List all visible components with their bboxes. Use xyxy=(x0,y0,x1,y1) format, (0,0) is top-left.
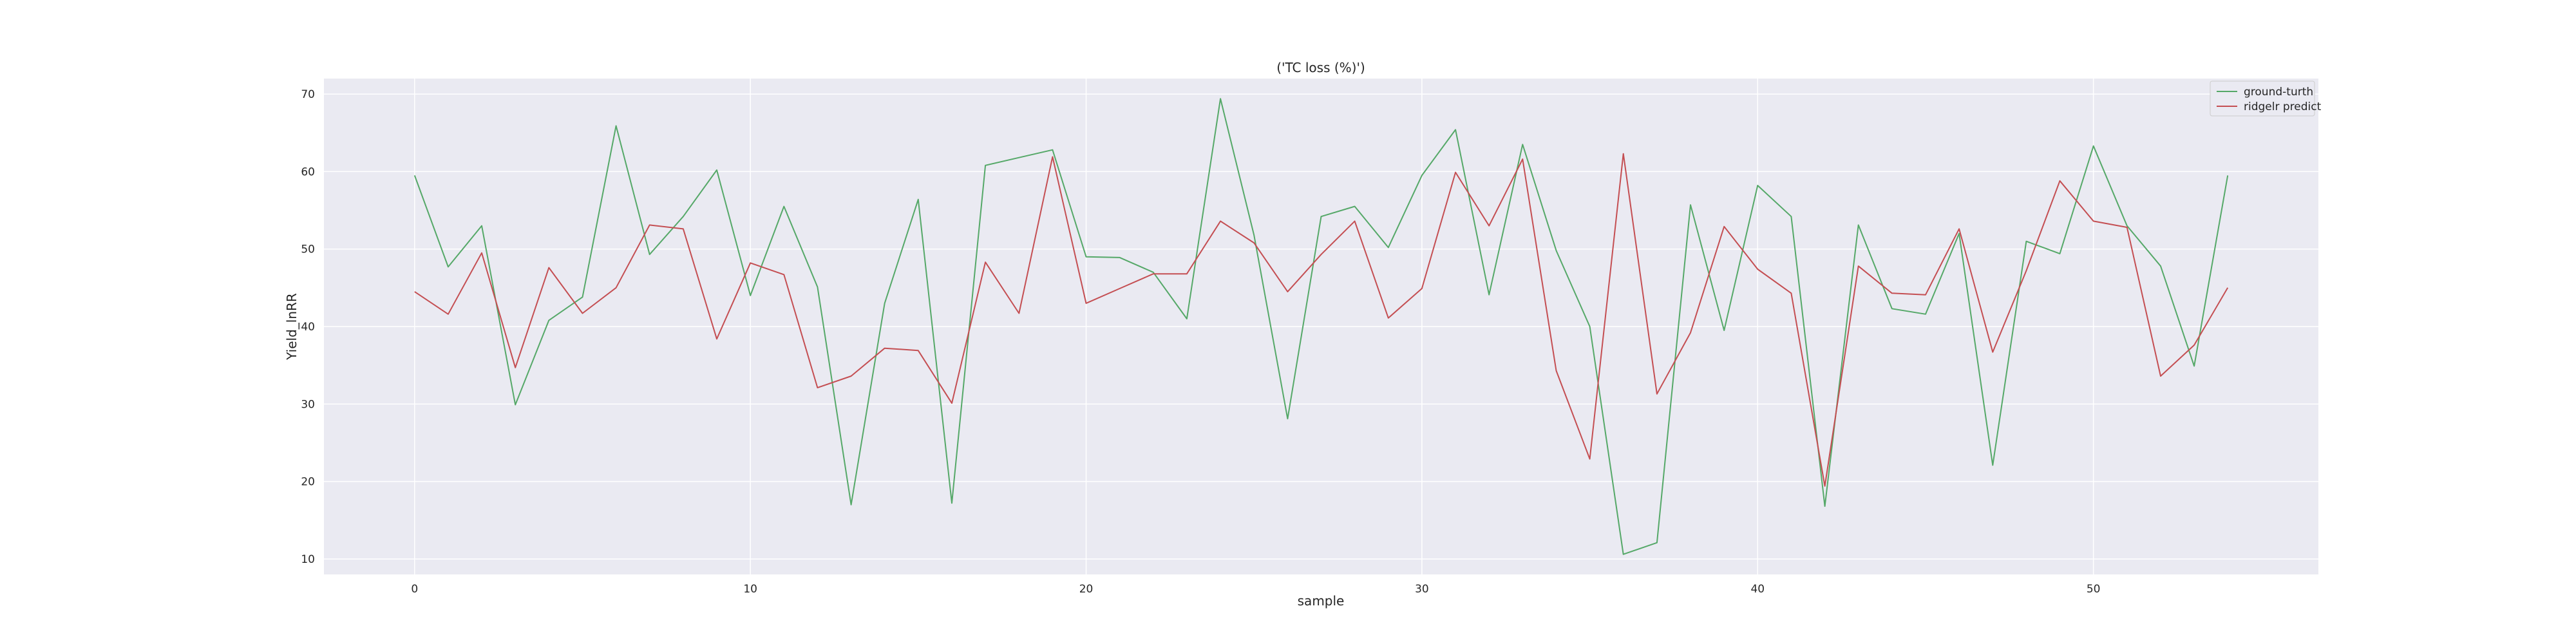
x-axis-label: sample xyxy=(1298,593,1345,609)
y-tick-label: 40 xyxy=(301,321,315,334)
y-tick-labels: 10 20 30 40 50 60 70 xyxy=(301,88,315,566)
legend-label-ridgelr-predict: ridgelr predict xyxy=(2244,100,2322,113)
y-axis-label: Yield_lnRR xyxy=(284,293,299,361)
x-tick-label: 30 xyxy=(1415,583,1429,596)
x-tick-label: 0 xyxy=(411,583,418,596)
series-line-ground-turth xyxy=(413,98,2229,555)
y-tick-label: 10 xyxy=(301,553,315,566)
y-tick-label: 30 xyxy=(301,398,315,411)
x-tick-label: 50 xyxy=(2087,583,2101,596)
legend-box xyxy=(2210,80,2315,117)
x-tick-label: 20 xyxy=(1079,583,1094,596)
series-lines xyxy=(413,98,2229,555)
legend: ground-turth ridgelr predict xyxy=(2210,80,2322,117)
chart-title: ('TC loss (%)') xyxy=(1276,60,1365,75)
x-tick-label: 10 xyxy=(743,583,757,596)
x-tick-labels: 0 10 20 30 40 50 xyxy=(411,583,2100,596)
y-tick-label: 60 xyxy=(301,166,315,178)
series-line-ridgelr-predict xyxy=(414,153,2229,487)
legend-label-ground-turth: ground-turth xyxy=(2244,86,2313,99)
y-tick-label: 70 xyxy=(301,88,315,101)
y-tick-label: 50 xyxy=(301,243,315,256)
y-tick-label: 20 xyxy=(301,476,315,489)
x-tick-label: 40 xyxy=(1750,583,1765,596)
